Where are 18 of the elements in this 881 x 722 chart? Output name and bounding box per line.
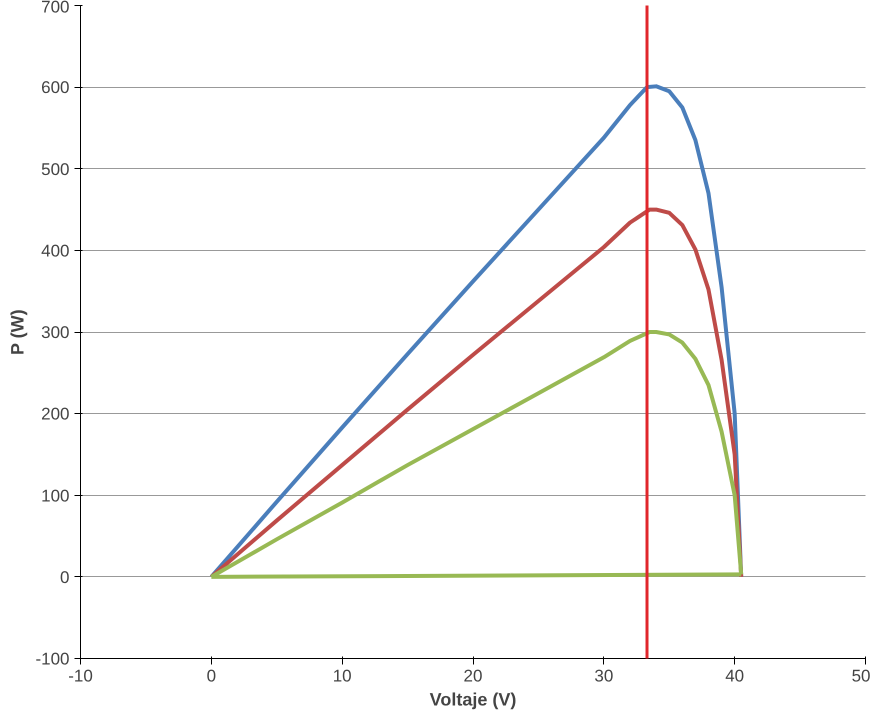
x-tick-label: 30 (594, 666, 614, 686)
x-tick-label: 20 (464, 666, 482, 686)
y-tick-label: 400 (41, 241, 70, 260)
y-tick-label: 100 (41, 486, 70, 506)
y-tick-label: 300 (41, 323, 70, 342)
y-axis-title: P (W) (7, 309, 28, 355)
x-tick-label: 10 (332, 666, 352, 686)
y-tick-label: 0 (60, 568, 70, 587)
x-tick-label: 0 (206, 666, 216, 686)
y-tick-label: 200 (41, 404, 70, 424)
y-tick-label: 700 (41, 0, 70, 16)
y-tick-label: 500 (41, 160, 70, 179)
x-axis-title: Voltaje (V) (430, 690, 516, 710)
x-tick-label: 40 (725, 666, 744, 686)
y-tick-label: -100 (35, 650, 70, 668)
y-tick-label: 600 (41, 78, 70, 98)
x-tick-label: -10 (68, 666, 93, 686)
x-tick-label: 50 (852, 666, 871, 686)
